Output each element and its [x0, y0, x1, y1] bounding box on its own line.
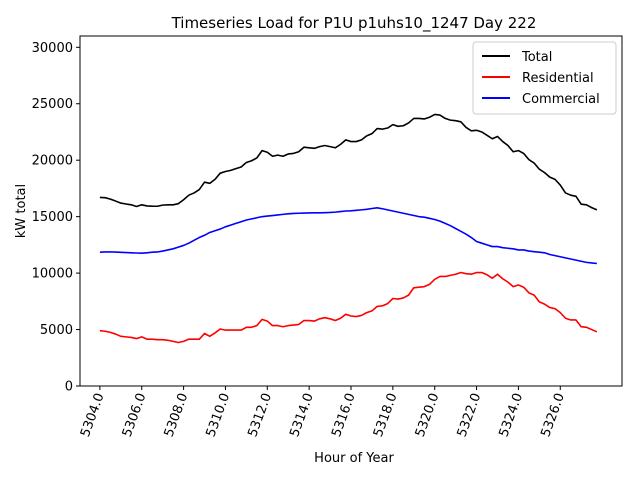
legend-box — [472, 41, 617, 115]
x-tick-label: 5322.0 — [455, 391, 485, 439]
x-tick-label: 5324.0 — [497, 391, 527, 439]
y-tick-label: 15000 — [32, 210, 73, 225]
y-tick-label: 20000 — [32, 154, 73, 169]
y-tick-label: 30000 — [32, 41, 73, 56]
y-axis-title: kW total — [14, 184, 29, 238]
chart-title: Timeseries Load for P1U p1uhs10_1247 Day… — [171, 14, 537, 33]
x-tick-label: 5320.0 — [413, 391, 443, 439]
legend-label: Total — [521, 50, 552, 65]
x-axis: 5304.0 5306.0 5308.0 5310.0 5312.0 5314.0 5316… — [78, 386, 568, 439]
x-tick-label: 5304.0 — [78, 391, 108, 439]
x-tick-label: 5326.0 — [538, 391, 568, 439]
x-tick-label: 5308.0 — [162, 391, 192, 439]
series-line-residential — [99, 271, 598, 344]
y-tick-label: 5000 — [40, 323, 73, 338]
plot-area — [99, 113, 598, 344]
x-tick-label: 5318.0 — [371, 391, 401, 439]
x-tick-label: 5316.0 — [329, 391, 359, 439]
x-axis-title: Hour of Year — [314, 451, 394, 466]
y-axis: 0 5000 10000 15000 20000 25000 30000 — [32, 41, 80, 395]
legend-label: Commercial — [522, 92, 600, 107]
plot-frame — [79, 35, 623, 387]
x-tick-label: 5312.0 — [245, 391, 275, 439]
y-tick-label: 0 — [65, 380, 73, 395]
series-line-commercial — [99, 207, 597, 265]
x-tick-label: 5314.0 — [287, 391, 317, 439]
y-tick-label: 10000 — [32, 267, 73, 282]
legend: Total Residential Commercial — [472, 41, 617, 115]
x-tick-label: 5310.0 — [204, 391, 234, 439]
series-line-total — [99, 113, 598, 211]
y-tick-label: 25000 — [32, 97, 73, 112]
legend-label: Residential — [522, 71, 594, 86]
x-tick-label: 5306.0 — [120, 391, 150, 439]
